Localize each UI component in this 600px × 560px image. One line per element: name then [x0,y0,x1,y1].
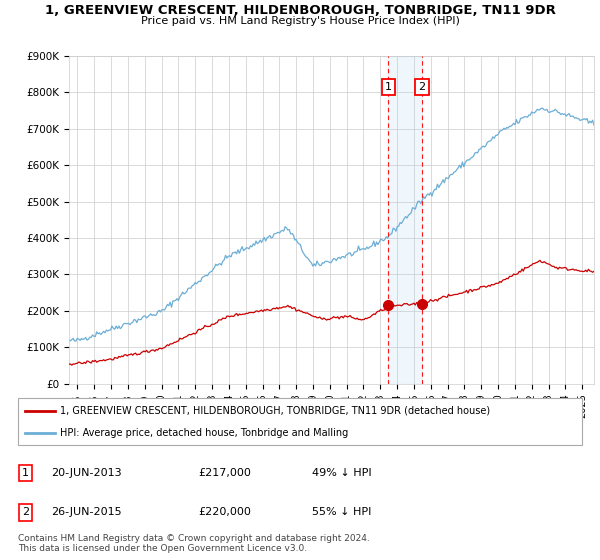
Text: Price paid vs. HM Land Registry's House Price Index (HPI): Price paid vs. HM Land Registry's House … [140,16,460,26]
Text: 49% ↓ HPI: 49% ↓ HPI [312,468,371,478]
Text: Contains HM Land Registry data © Crown copyright and database right 2024.
This d: Contains HM Land Registry data © Crown c… [18,534,370,553]
Text: 2: 2 [22,507,29,517]
Text: 1: 1 [385,82,392,92]
Text: HPI: Average price, detached house, Tonbridge and Malling: HPI: Average price, detached house, Tonb… [60,428,349,438]
Text: 26-JUN-2015: 26-JUN-2015 [51,507,122,517]
Text: 1, GREENVIEW CRESCENT, HILDENBOROUGH, TONBRIDGE, TN11 9DR (detached house): 1, GREENVIEW CRESCENT, HILDENBOROUGH, TO… [60,406,490,416]
Text: 20-JUN-2013: 20-JUN-2013 [51,468,122,478]
Text: 1: 1 [22,468,29,478]
Text: £217,000: £217,000 [198,468,251,478]
Text: £220,000: £220,000 [198,507,251,517]
Text: 55% ↓ HPI: 55% ↓ HPI [312,507,371,517]
FancyBboxPatch shape [18,398,582,445]
Text: 1, GREENVIEW CRESCENT, HILDENBOROUGH, TONBRIDGE, TN11 9DR: 1, GREENVIEW CRESCENT, HILDENBOROUGH, TO… [44,4,556,17]
Bar [388,56,422,384]
Text: 2: 2 [418,82,425,92]
